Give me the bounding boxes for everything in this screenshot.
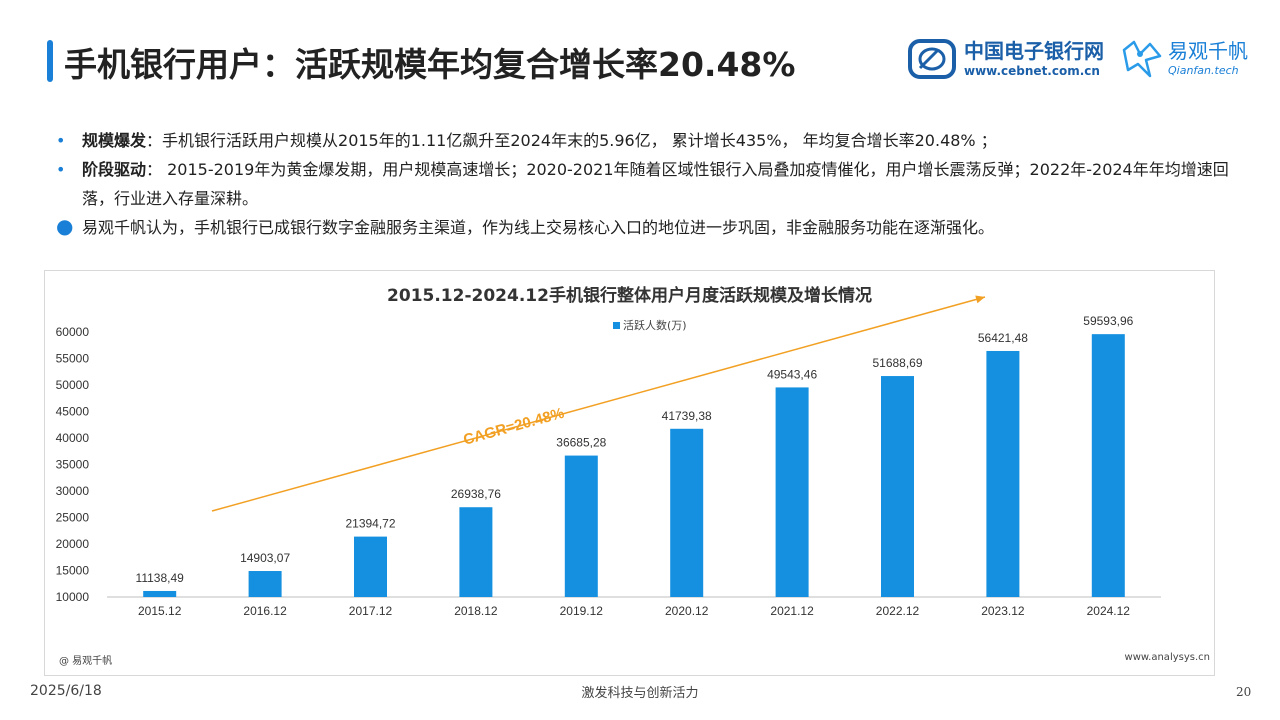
y-tick-label: 20000 <box>56 537 90 551</box>
x-tick-label: 2015.12 <box>138 604 182 618</box>
bullet-label: 规模爆发 <box>82 131 147 150</box>
bullet-stage: • 阶段驱动： 2015-2019年为黄金爆发期，用户规模高速增长；2020-2… <box>56 155 1236 213</box>
cebnet-logo-icon <box>908 39 956 79</box>
bar <box>143 590 177 597</box>
bullet-dot-icon: ● <box>56 214 74 238</box>
cagr-arrow-line <box>211 296 986 512</box>
y-tick-label: 10000 <box>56 590 90 604</box>
bar <box>986 350 1020 597</box>
data-label: 59593,96 <box>1083 314 1133 328</box>
bullet-text: ：手机银行活跃用户规模从2015年的1.11亿飙升至2024年末的5.96亿， … <box>146 131 997 150</box>
page-number: 20 <box>1236 685 1252 699</box>
y-tick-label: 50000 <box>56 378 90 392</box>
qianfan-logo-icon <box>1122 40 1162 78</box>
y-tick-label: 40000 <box>56 431 90 445</box>
data-label: 14903,07 <box>240 551 290 565</box>
cebnet-logo: 中国电子银行网 www.cebnet.com.cn <box>908 38 1104 80</box>
bar <box>881 376 914 597</box>
source-right: www.analysys.cn <box>1124 652 1210 663</box>
x-tick-label: 2016.12 <box>243 604 287 618</box>
data-label: 41739,38 <box>662 409 712 423</box>
bullet-text: 易观千帆认为，手机银行已成银行数字金融服务主渠道，作为线上交易核心入口的地位进一… <box>82 218 995 237</box>
cebnet-logo-url: www.cebnet.com.cn <box>964 64 1100 78</box>
x-tick-label: 2021.12 <box>770 604 814 618</box>
cebnet-logo-text: 中国电子银行网 <box>964 39 1104 63</box>
data-label: 26938,76 <box>451 487 501 501</box>
bullet-dot-icon: • <box>56 131 66 150</box>
chart-title: 2015.12-2024.12手机银行整体用户月度活跃规模及增长情况 <box>387 286 872 306</box>
bar-chart: 60000 55000 50000 45000 40000 35000 30000 25000… <box>56 295 1161 618</box>
bullet-scale: • 规模爆发：手机银行活跃用户规模从2015年的1.11亿飙升至2024年末的5… <box>56 126 1236 155</box>
x-tick-label: 2018.12 <box>454 604 498 618</box>
y-tick-label: 55000 <box>56 352 90 366</box>
bar <box>564 455 598 597</box>
bar <box>775 387 809 597</box>
bullet-dot-icon: • <box>56 160 66 179</box>
x-tick-label: 2024.12 <box>1087 604 1131 618</box>
x-tick-label: 2020.12 <box>665 604 709 618</box>
data-label: 56421,48 <box>978 331 1028 345</box>
bullet-label: 阶段驱动 <box>82 160 147 179</box>
qianfan-logo-text: 易观千帆 <box>1168 39 1248 63</box>
legend-label: 活跃人数(万) <box>623 319 687 332</box>
bar <box>248 571 282 597</box>
qianfan-logo-url: Qianfan.tech <box>1168 64 1239 77</box>
source-left: @ 易观千帆 <box>59 656 113 667</box>
bar <box>670 428 704 597</box>
bar <box>354 536 387 597</box>
bar <box>459 507 493 597</box>
chart-panel: 60000 55000 50000 45000 40000 35000 30000 25000… <box>44 270 1215 676</box>
bullet-opinion: ● 易观千帆认为，手机银行已成银行数字金融服务主渠道，作为线上交易核心入口的地位… <box>56 213 1236 242</box>
title-accent-bar <box>47 40 53 82</box>
x-tick-label: 2022.12 <box>876 604 920 618</box>
y-tick-label: 30000 <box>56 484 90 498</box>
bar <box>1091 334 1125 597</box>
cagr-arrow-head <box>975 295 985 304</box>
y-tick-label: 60000 <box>56 325 90 339</box>
data-label: 49543,46 <box>767 367 817 381</box>
chart-legend: 活跃人数(万) <box>613 317 687 333</box>
qianfan-logo: 易观千帆 Qianfan.tech <box>1120 38 1248 80</box>
y-tick-label: 45000 <box>56 405 90 419</box>
page-title: 手机银行用户：活跃规模年均复合增长率20.48% <box>64 45 796 84</box>
cagr-annotation: CAGR=20.48% <box>462 405 567 449</box>
footer-slogan: 激发科技与创新活力 <box>581 686 699 701</box>
data-label: 36685,28 <box>556 436 606 450</box>
footer-date: 2025/6/18 <box>30 683 102 699</box>
x-tick-label: 2019.12 <box>560 604 604 618</box>
x-tick-label: 2023.12 <box>981 604 1025 618</box>
data-label: 51688,69 <box>872 356 922 370</box>
summary-bullets: • 规模爆发：手机银行活跃用户规模从2015年的1.11亿飙升至2024年末的5… <box>56 126 1236 242</box>
legend-swatch <box>613 321 620 329</box>
bullet-text: ： 2015-2019年为黄金爆发期，用户规模高速增长；2020-2021年随着… <box>82 160 1229 208</box>
y-tick-label: 15000 <box>56 564 90 578</box>
y-tick-label: 25000 <box>56 511 90 525</box>
x-tick-label: 2017.12 <box>349 604 393 618</box>
y-tick-label: 35000 <box>56 458 90 472</box>
data-label: 21394,72 <box>345 517 395 531</box>
data-label: 11138,49 <box>136 571 185 585</box>
